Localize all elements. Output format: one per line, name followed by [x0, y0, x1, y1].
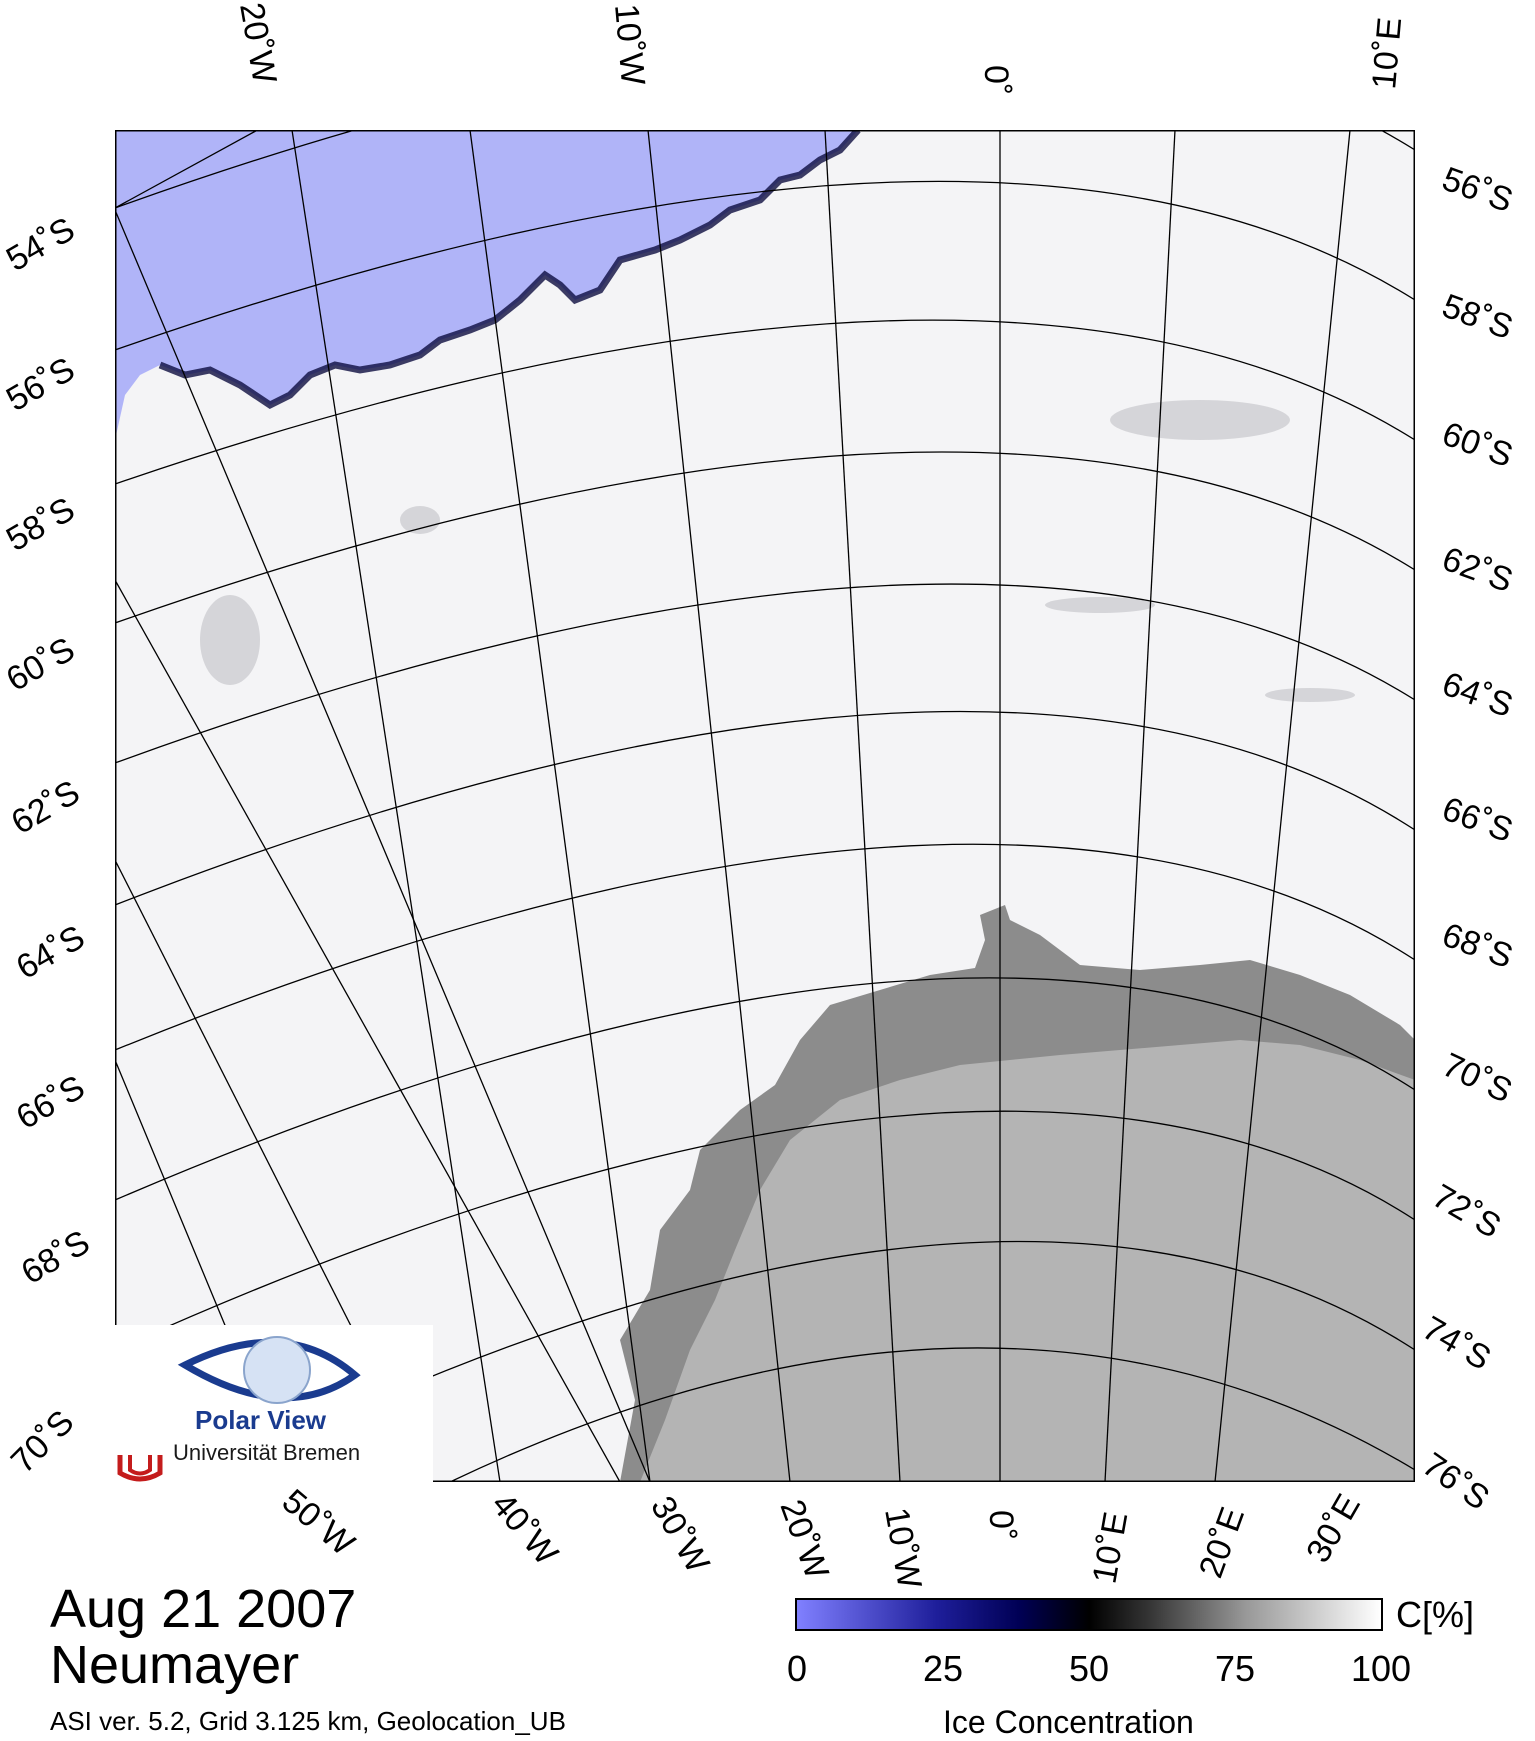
left-lat-label: 62˚S — [5, 773, 86, 842]
colorbar — [795, 1598, 1383, 1631]
left-lat-label: 58˚S — [0, 490, 81, 559]
colorbar-unit: C[%] — [1396, 1594, 1475, 1635]
top-lon-label: 10˚W — [607, 2, 652, 86]
left-lat-label: 70˚S — [4, 1403, 82, 1481]
left-lat-label: 68˚S — [15, 1223, 96, 1292]
ice-edge-dark — [158, 130, 861, 410]
bottom-lon-label: 0˚ — [982, 1510, 1020, 1540]
top-lon-label: 20˚W — [232, 0, 284, 86]
left-lat-label: 54˚S — [0, 210, 81, 279]
colorbar-tick-label: 0 — [786, 1648, 808, 1689]
bottom-lon-label: 10˚W — [877, 1505, 929, 1592]
right-lat-label: 60˚S — [1437, 415, 1517, 475]
land-area — [640, 1040, 1415, 1482]
right-lat-label: 56˚S — [1437, 160, 1517, 220]
bottom-lon-label: 30˚W — [643, 1490, 717, 1579]
colorbar-tick-label: 50 — [1068, 1648, 1110, 1689]
right-lat-label: 68˚S — [1437, 916, 1517, 976]
logo-institution: Universität Bremen — [173, 1440, 361, 1465]
colorbar-tick-label: 100 — [1350, 1648, 1412, 1689]
right-lat-label: 64˚S — [1437, 665, 1517, 725]
bottom-lon-label: 30˚E — [1299, 1488, 1368, 1569]
bottom-lon-label: 20˚W — [772, 1495, 835, 1584]
bottom-lon-label: 50˚W — [275, 1482, 362, 1563]
colorbar-tick-label: 25 — [922, 1648, 964, 1689]
right-lat-label: 76˚S — [1415, 1445, 1496, 1517]
left-lat-label: 64˚S — [10, 918, 91, 987]
left-lat-label: 60˚S — [0, 630, 81, 699]
bottom-lon-label: 10˚E — [1085, 1509, 1135, 1586]
left-lat-label: 66˚S — [10, 1068, 91, 1137]
station-name: Neumayer — [50, 1635, 300, 1695]
right-lat-label: 62˚S — [1437, 540, 1517, 600]
logo-name: Polar View — [195, 1405, 327, 1435]
right-lat-label: 74˚S — [1416, 1309, 1497, 1378]
open-water-area — [115, 130, 858, 440]
colorbar-tick-label: 75 — [1214, 1648, 1256, 1689]
right-lat-label: 70˚S — [1437, 1046, 1518, 1111]
eye-icon — [115, 1336, 361, 1482]
bottom-lon-label: 20˚E — [1192, 1502, 1252, 1582]
right-lat-label: 66˚S — [1437, 790, 1517, 850]
concentration-streaks — [200, 400, 1355, 702]
top-lon-label: 0˚ — [977, 65, 1015, 95]
left-lat-label: 56˚S — [0, 350, 81, 419]
product-footnote: ASI ver. 5.2, Grid 3.125 km, Geolocation… — [50, 1706, 566, 1736]
polar-view-logo: Polar View Universität Bremen — [115, 1325, 433, 1483]
top-lon-label: 10˚E — [1365, 16, 1409, 91]
bottom-lon-label: 40˚W — [484, 1486, 565, 1573]
map-date: Aug 21 2007 — [50, 1579, 357, 1639]
right-lat-label: 72˚S — [1426, 1177, 1507, 1246]
colorbar-title: Ice Concentration — [943, 1704, 1194, 1740]
right-lat-label: 58˚S — [1437, 287, 1517, 347]
